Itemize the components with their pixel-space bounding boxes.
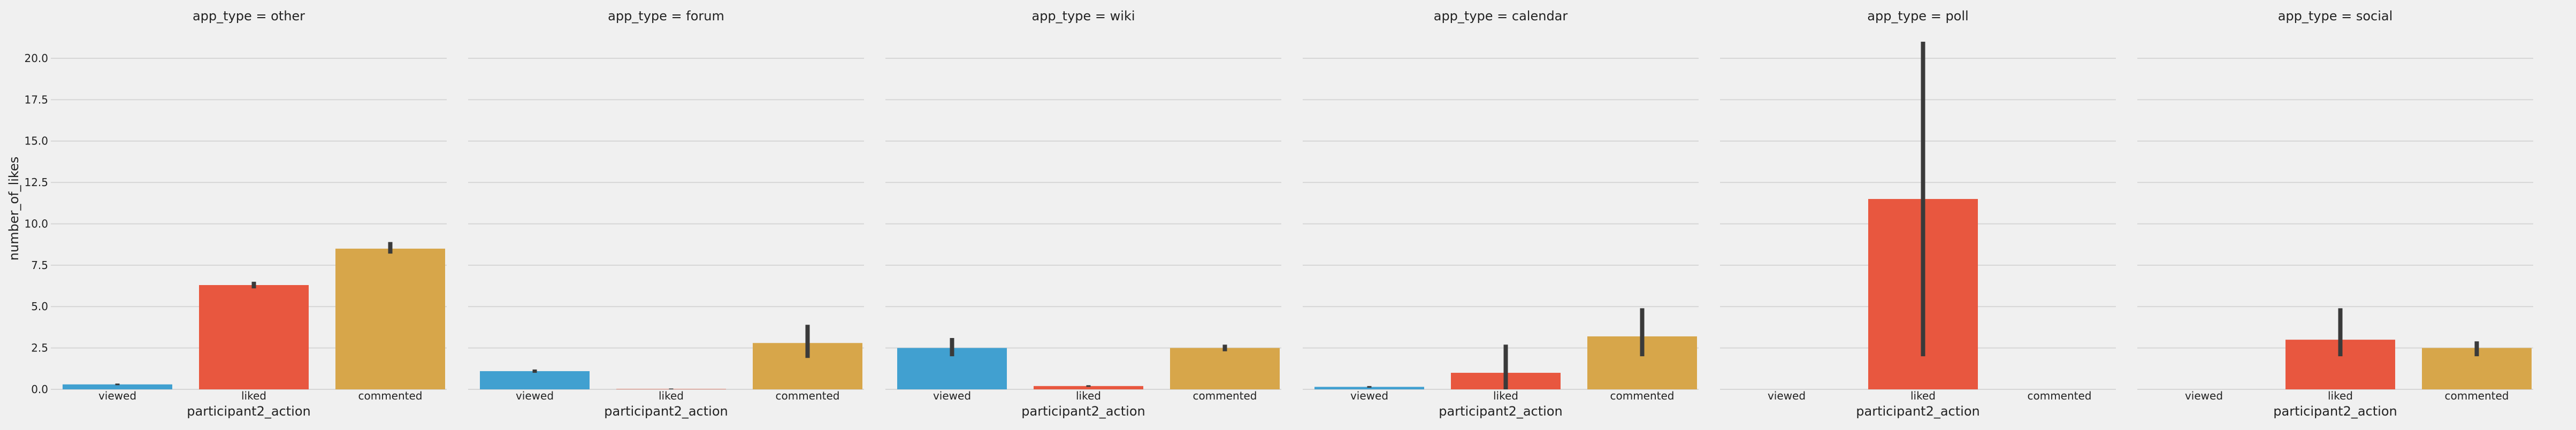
xtick-label-1-commented: commented <box>358 389 422 402</box>
ytick-label-8: 20.0 <box>24 52 48 65</box>
x-axis-label-1: participant2_action <box>187 404 310 419</box>
xtick-label-2-viewed: viewed <box>516 389 554 402</box>
xtick-label-3-liked: liked <box>1076 389 1101 402</box>
bar-other-liked <box>199 285 309 389</box>
x-axis-label-2: participant2_action <box>604 404 728 419</box>
bar-wiki-commented <box>1170 348 1280 389</box>
bar-forum-viewed <box>480 371 590 389</box>
ytick-label-4: 10.0 <box>24 217 48 230</box>
facet-title-4: app_type = calendar <box>1434 9 1568 24</box>
x-axis-label-3: participant2_action <box>1021 404 1145 419</box>
xtick-label-2-liked: liked <box>659 389 684 402</box>
xtick-label-6-viewed: viewed <box>2185 389 2223 402</box>
bar-other-commented <box>335 248 445 389</box>
y-axis-label: number_of_likes <box>6 157 21 260</box>
facet-title-6: app_type = social <box>2278 9 2393 24</box>
xtick-label-1-liked: liked <box>241 389 266 402</box>
ytick-label-7: 17.5 <box>24 93 48 106</box>
bar-calendar-viewed <box>1314 387 1424 389</box>
facet-title-5: app_type = poll <box>1867 9 1968 24</box>
x-axis-label-6: participant2_action <box>2273 404 2397 419</box>
xtick-label-6-liked: liked <box>2328 389 2353 402</box>
xtick-label-4-commented: commented <box>1610 389 1674 402</box>
ytick-label-5: 12.5 <box>24 176 48 189</box>
xtick-label-3-viewed: viewed <box>933 389 971 402</box>
xtick-label-5-liked: liked <box>1910 389 1936 402</box>
xtick-label-3-commented: commented <box>1193 389 1257 402</box>
bar-wiki-liked <box>1034 386 1143 389</box>
ytick-label-2: 5.0 <box>31 300 48 313</box>
facet-title-1: app_type = other <box>193 9 305 24</box>
x-axis-label-4: participant2_action <box>1439 404 1562 419</box>
bar-other-viewed <box>63 384 172 389</box>
xtick-label-6-commented: commented <box>2444 389 2509 402</box>
xtick-label-4-liked: liked <box>1493 389 1518 402</box>
xtick-label-2-commented: commented <box>775 389 839 402</box>
ytick-label-1: 2.5 <box>31 342 48 355</box>
ytick-label-6: 15.0 <box>24 135 48 148</box>
xtick-label-4-viewed: viewed <box>1350 389 1388 402</box>
ytick-label-3: 7.5 <box>31 259 48 272</box>
xtick-label-5-commented: commented <box>2027 389 2091 402</box>
xtick-label-5-viewed: viewed <box>1768 389 1806 402</box>
x-axis-label-5: participant2_action <box>1856 404 1979 419</box>
facet-title-3: app_type = wiki <box>1031 9 1135 24</box>
ytick-label-0: 0.0 <box>31 383 48 396</box>
xtick-label-1-viewed: viewed <box>98 389 136 402</box>
facet-title-2: app_type = forum <box>608 9 724 24</box>
